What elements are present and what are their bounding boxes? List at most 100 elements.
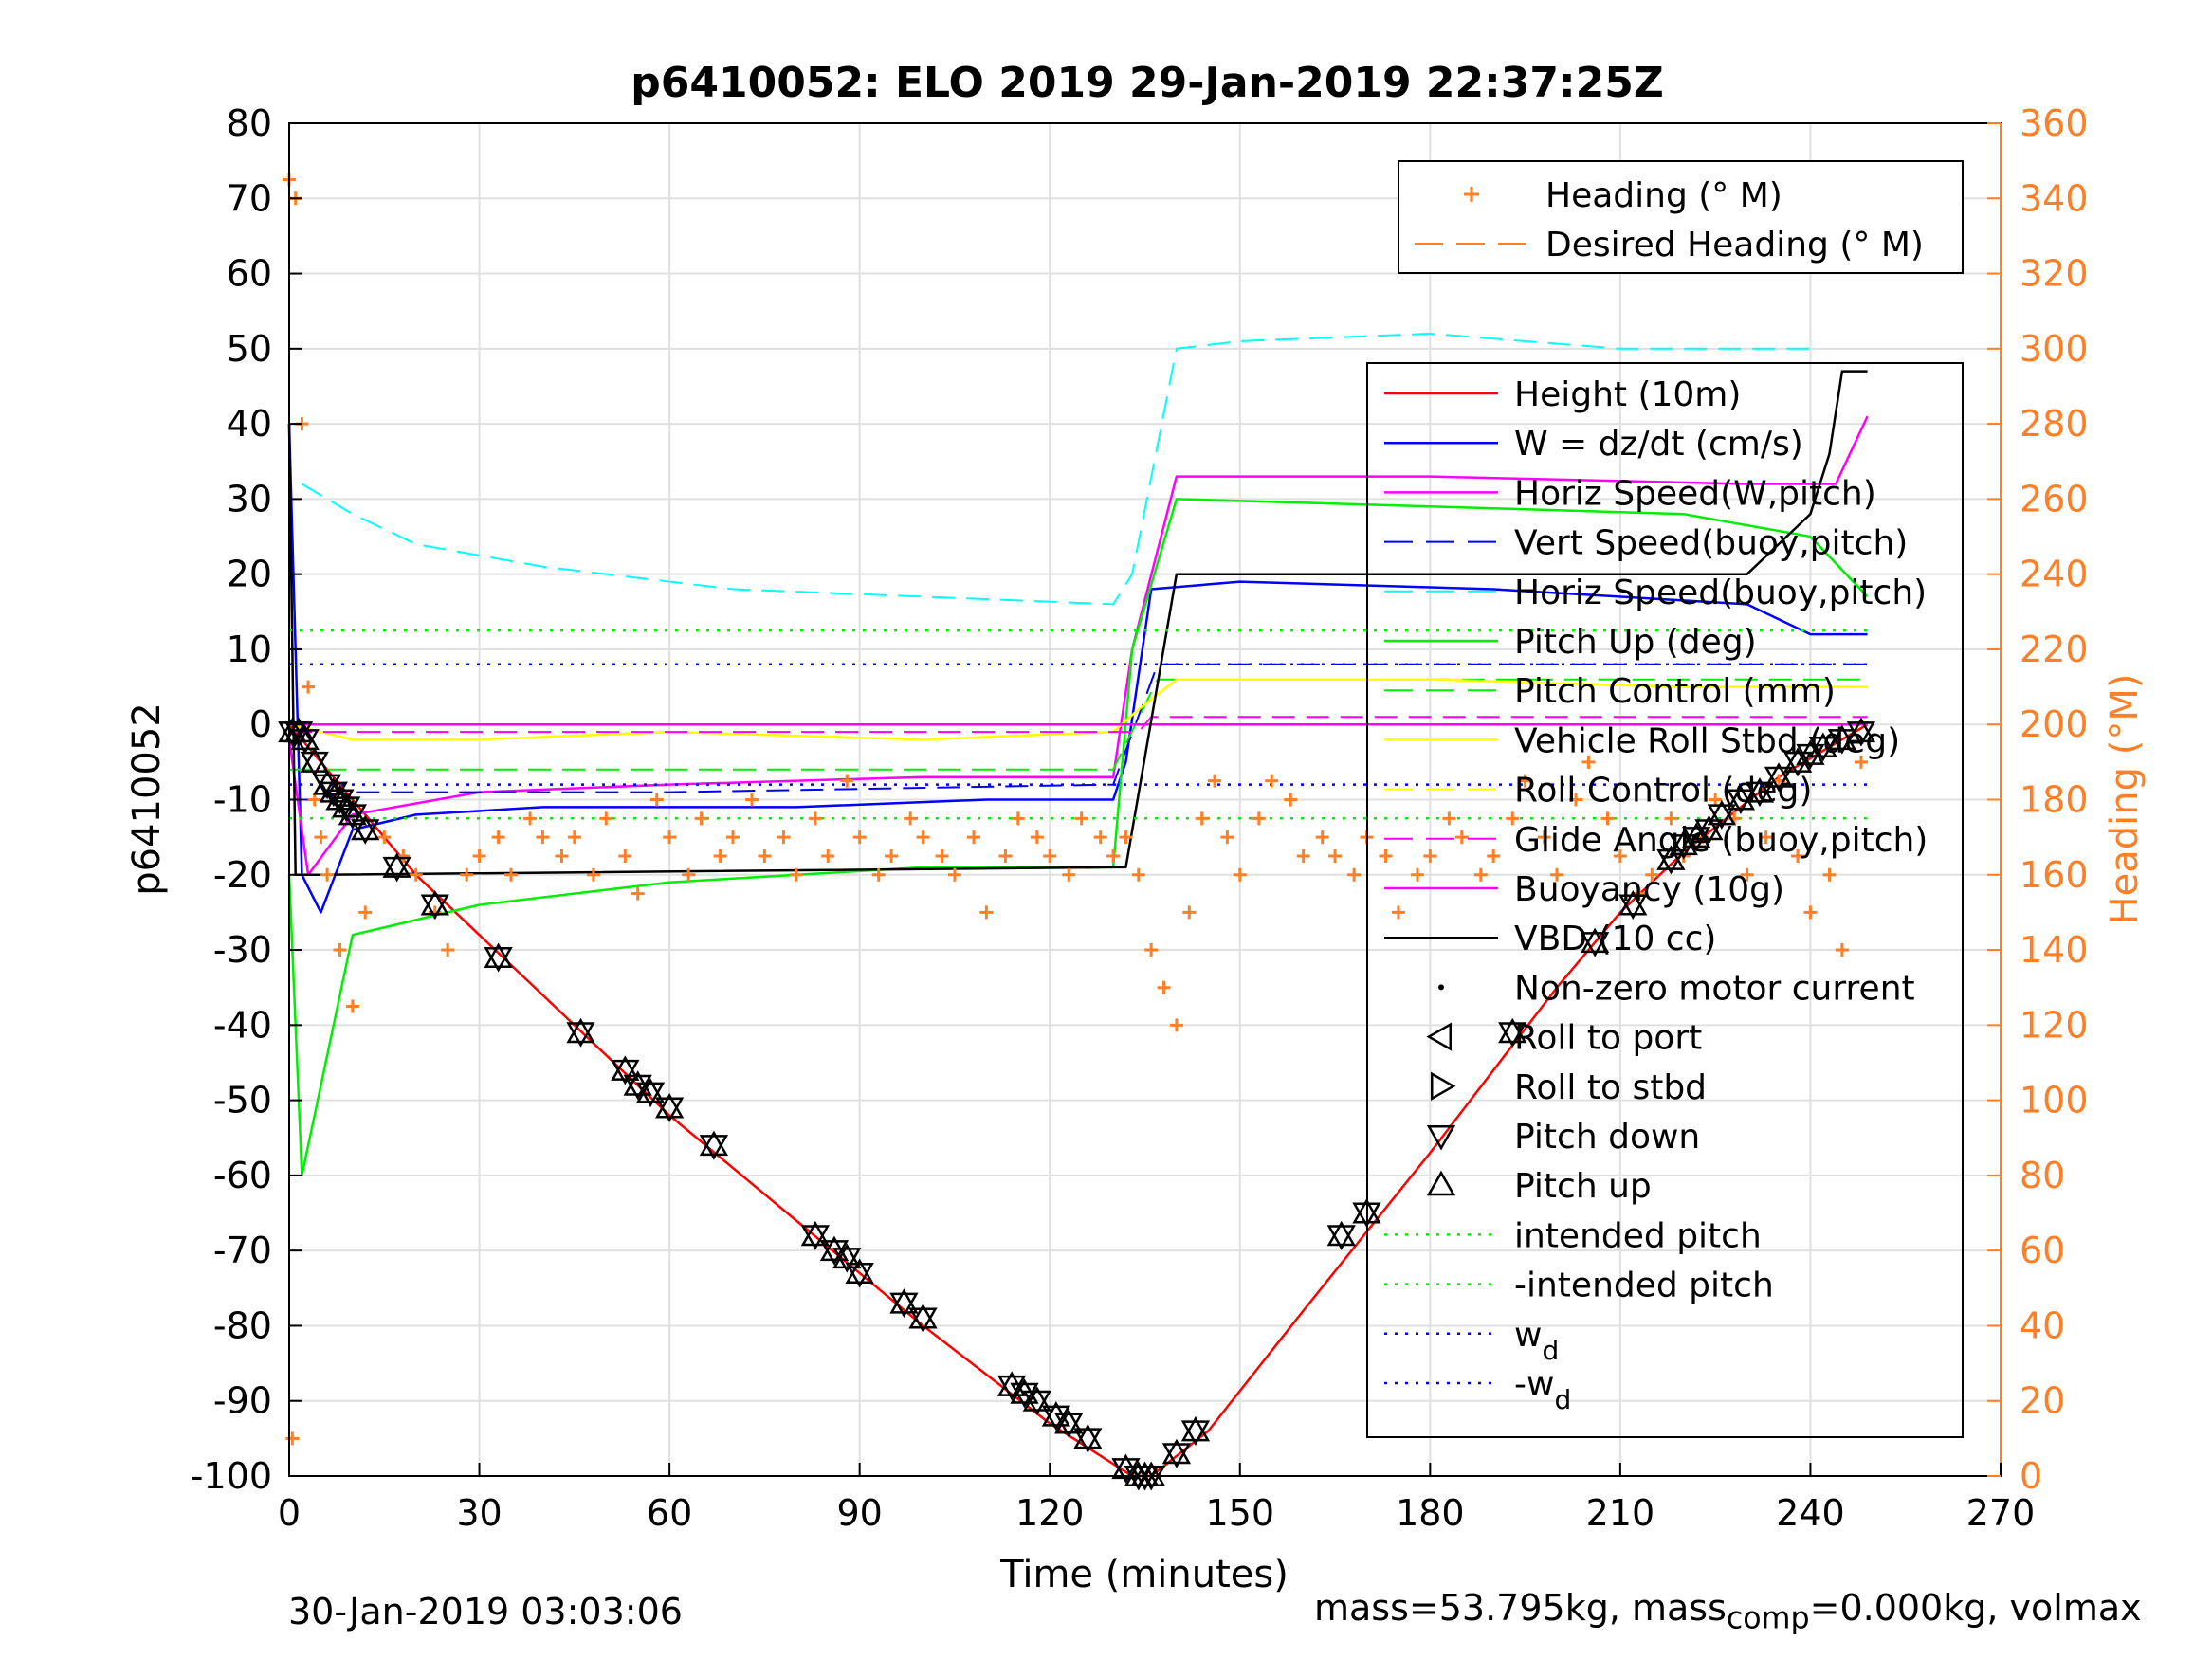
heading-point: [967, 830, 980, 845]
legend-top-frame: [1398, 160, 1964, 274]
y-tick-label: 0: [249, 703, 272, 745]
y-tick-label: 20: [227, 554, 272, 595]
heading-point: [1506, 811, 1520, 826]
heading-point: [586, 867, 600, 882]
pitch-down-marker: [1010, 1382, 1039, 1409]
pitch-up-marker: [1656, 845, 1686, 870]
pitch-down-marker: [1041, 1405, 1071, 1431]
chart-title: p6410052: ELO 2019 29-Jan-2019 22:37:25Z: [631, 59, 1663, 107]
pitch-up-marker: [654, 1093, 685, 1119]
heading-point: [1119, 830, 1133, 845]
pitch-up-marker: [908, 1304, 938, 1329]
y-right-tick-label: 200: [2020, 703, 2089, 745]
heading-point: [1195, 811, 1209, 826]
y-tick-label: -30: [213, 929, 272, 971]
series-line-2: [287, 415, 1869, 877]
y-right-tick-label: 280: [2020, 403, 2089, 445]
heading-point: [808, 811, 822, 826]
pitch-up-marker: [1782, 747, 1813, 773]
heading-point: [307, 793, 321, 807]
heading-point: [1182, 905, 1197, 920]
pitch-down-marker: [382, 856, 411, 883]
series-line-1: [287, 424, 1868, 914]
pitch-down-marker: [1022, 1390, 1052, 1416]
y-tick-label: 80: [227, 102, 272, 144]
heading-point: [694, 811, 708, 826]
pitch-down-marker: [319, 781, 348, 808]
pitch-up-marker: [1161, 1438, 1192, 1465]
legend-main-frame: [1366, 362, 1964, 1438]
heading-point: [789, 867, 803, 882]
pitch-up-marker: [1498, 1017, 1527, 1044]
heading-point: [503, 867, 518, 882]
y-right-tick-label: 180: [2020, 779, 2089, 821]
legend-main-label: Vehicle Roll Stbd (deg): [1514, 721, 1900, 760]
heading-point: [1169, 1018, 1183, 1032]
heading-point: [1157, 980, 1171, 994]
heading-point: [1791, 848, 1805, 863]
y-tick-label: 70: [227, 177, 272, 219]
heading-point: [1709, 793, 1723, 807]
pitch-up-marker: [484, 942, 513, 968]
pitch-down-marker: [699, 1135, 729, 1160]
pitch-up-marker: [1694, 814, 1724, 841]
y-tick-label: -80: [213, 1304, 272, 1346]
heading-point: [663, 830, 677, 845]
legend-main-label: Non-zero motor current: [1514, 969, 1915, 1008]
y-right-tick-label: 40: [2020, 1304, 2065, 1346]
pitch-up-marker: [1669, 830, 1698, 856]
pitch-down-marker: [351, 819, 380, 845]
heading-point: [713, 848, 727, 863]
axes-layer: 0 30 60 90 120 150 180 210 240 270-100-90-80-70-6…: [191, 102, 2089, 1534]
pitch-up-marker: [1846, 717, 1876, 743]
heading-point: [852, 830, 867, 845]
legend-main-label: Roll Control (deg): [1514, 772, 1812, 811]
heading-point: [1569, 793, 1583, 807]
y-axis-label: p6410052: [125, 702, 169, 896]
heading-point: [345, 999, 359, 1013]
pitch-up-marker: [382, 852, 411, 878]
legend-main-label: Pitch down: [1514, 1118, 1700, 1157]
x-tick-label: 270: [1966, 1492, 2036, 1534]
footer-mass: mass=53.795kg, masscomp=0.000kg, volmax: [1314, 1587, 2142, 1636]
y-right-tick-label: 260: [2020, 478, 2089, 520]
legend-swatch: [1464, 187, 1479, 202]
pitch-down-marker: [845, 1262, 874, 1288]
pitch-down-marker: [1054, 1413, 1084, 1439]
pitch-up-marker: [1764, 762, 1794, 788]
heading-point: [1074, 811, 1088, 826]
legend-main-label: Roll to port: [1514, 1019, 1702, 1058]
pitch-down-marker: [1180, 1420, 1211, 1446]
footer-mass-prefix: mass=53.795kg, mass: [1314, 1587, 1727, 1629]
pitch-down-marker: [566, 1022, 595, 1048]
pitch-down-marker: [1846, 721, 1876, 747]
legend-main-label: Horiz Speed(W,pitch): [1514, 474, 1876, 513]
pitch-up-marker: [889, 1288, 919, 1314]
heading-point: [1645, 867, 1659, 882]
heading-point: [904, 811, 918, 826]
legend-main-label: -intended pitch: [1514, 1267, 1774, 1305]
x-tick-label: 180: [1396, 1492, 1465, 1534]
heading-point: [523, 811, 538, 826]
heading-point: [1208, 774, 1222, 788]
heading-point: [1093, 830, 1107, 845]
pitch-down-marker: [484, 946, 513, 973]
y-tick-label: 50: [227, 328, 272, 370]
pitch-up-marker: [1707, 799, 1737, 826]
heading-point: [1379, 848, 1393, 863]
pitch-down-marker: [996, 1375, 1027, 1401]
pitch-down-marker: [1694, 819, 1724, 845]
heading-point: [1487, 848, 1501, 863]
pitch-down-marker: [1764, 766, 1794, 793]
x-tick-label: 120: [1015, 1492, 1085, 1534]
pitch-up-marker: [699, 1130, 729, 1157]
legend-main-label: -wd: [1514, 1365, 1571, 1415]
legend-main: Height (10m) W = dz/dt (cm/s) Horiz Speed(…: [1366, 362, 1964, 1438]
heading-point: [599, 811, 613, 826]
pitch-down-marker: [325, 789, 355, 815]
heading-point: [745, 793, 759, 807]
heading-point: [377, 830, 392, 845]
heading-point: [1581, 755, 1596, 769]
x-tick-label: 150: [1206, 1492, 1275, 1534]
heading-point: [631, 886, 645, 901]
